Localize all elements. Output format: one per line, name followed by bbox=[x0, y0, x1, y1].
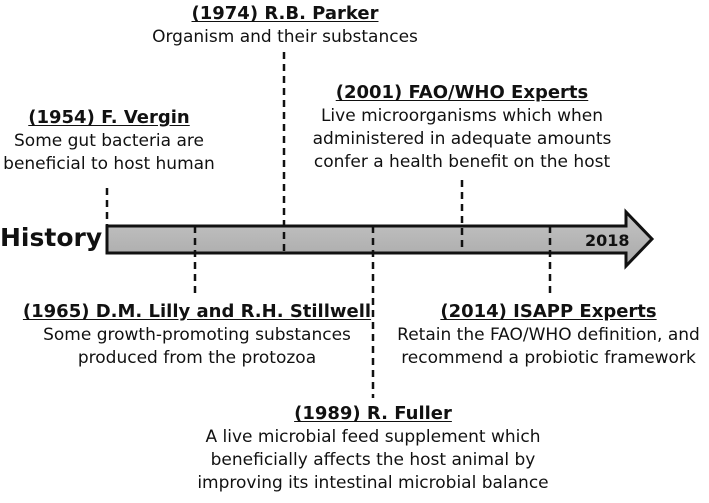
timeline-end-year: 2018 bbox=[585, 231, 630, 250]
event-description-line: recommend a probiotic framework bbox=[401, 348, 696, 368]
event-description-line: Some gut bacteria are bbox=[14, 131, 204, 151]
event-heading: (1989) R. Fuller bbox=[294, 403, 452, 424]
event-description-line: administered in adequate amounts bbox=[312, 129, 612, 149]
event-description-line: improving its intestinal microbial balan… bbox=[197, 473, 549, 493]
event-description-line: beneficial to host human bbox=[3, 154, 215, 174]
event-description-line: Some growth-promoting substances bbox=[43, 325, 351, 345]
timeline-arrow bbox=[105, 208, 655, 270]
event-description-line: Live microorganisms which when bbox=[320, 106, 604, 126]
event-description-line: beneficially affects the host animal by bbox=[210, 450, 536, 470]
event-description-line: A live microbial feed supplement which bbox=[205, 427, 541, 447]
timeline-axis-label: History bbox=[0, 223, 103, 252]
event-description-line: Organism and their substances bbox=[152, 27, 418, 47]
event-heading: (1974) R.B. Parker bbox=[191, 3, 379, 24]
event-description-line: produced from the protozoa bbox=[77, 348, 317, 368]
event-description-line: Retain the FAO/WHO definition, and bbox=[397, 325, 700, 345]
event-2014: (2014) ISAPP Experts Retain the FAO/WHO … bbox=[388, 300, 709, 370]
event-1954: (1954) F. Vergin Some gut bacteria are b… bbox=[0, 106, 218, 176]
event-heading: (2014) ISAPP Experts bbox=[440, 301, 657, 322]
event-heading: (1954) F. Vergin bbox=[28, 107, 190, 128]
event-1989: (1989) R. Fuller A live microbial feed s… bbox=[190, 402, 556, 495]
event-1965: (1965) D.M. Lilly and R.H. Stillwell Som… bbox=[12, 300, 382, 370]
event-description-line: confer a health benefit on the host bbox=[313, 152, 611, 172]
event-heading: (2001) FAO/WHO Experts bbox=[335, 82, 589, 103]
event-1974: (1974) R.B. Parker Organism and their su… bbox=[130, 2, 440, 49]
event-heading: (1965) D.M. Lilly and R.H. Stillwell bbox=[22, 301, 372, 322]
event-2001: (2001) FAO/WHO Experts Live microorganis… bbox=[300, 81, 624, 174]
